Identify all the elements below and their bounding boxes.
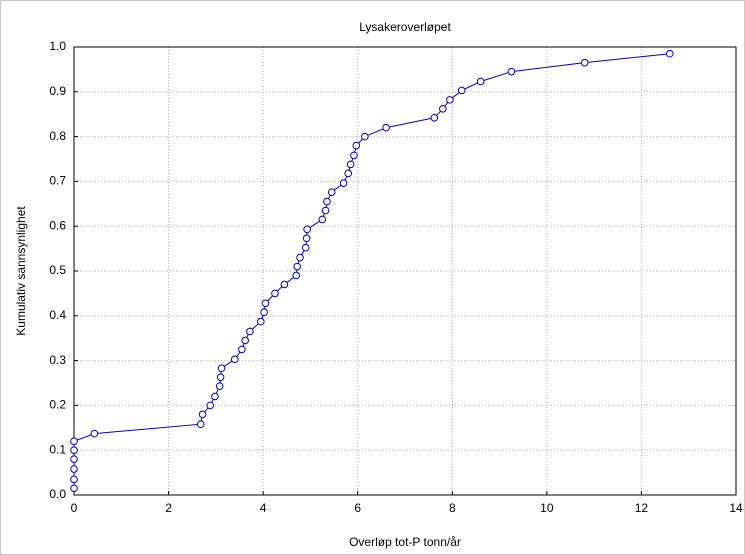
data-point [446,96,454,104]
data-point [321,206,330,215]
data-point [344,169,353,178]
data-point [323,197,331,206]
data-point [580,58,589,67]
data-point [361,132,369,141]
data-point [70,475,78,484]
data-point [230,355,239,364]
data-point [70,465,78,473]
data-point [241,336,249,345]
data-point [350,151,358,160]
data-point [70,437,78,446]
data-point [302,234,311,243]
data-point [507,67,516,76]
y-tick-label: 1.0 [49,39,66,53]
y-tick-label: 0.4 [49,308,66,322]
data-point [457,86,466,95]
data-point [666,49,674,58]
data-point [430,113,439,122]
x-tick-label: 4 [260,501,267,515]
data-point [260,308,268,317]
data-point [439,105,447,113]
data-point [303,225,311,234]
y-tick-label: 0.5 [49,263,66,277]
data-point [476,77,485,86]
data-point [352,141,361,150]
data-point [90,429,99,438]
data-point [246,327,254,336]
y-tick-label: 0.8 [49,129,66,143]
y-tick-label: 0.1 [49,442,66,456]
data-point [301,243,310,252]
data-point [216,373,225,381]
y-tick-label: 0.0 [49,487,66,501]
data-point [382,123,390,132]
x-tick-label: 8 [449,501,456,515]
x-tick-label: 14 [729,501,743,515]
data-point [296,253,304,262]
x-tick-label: 10 [540,501,554,515]
data-point [271,289,279,298]
data-point [346,160,355,169]
data-point [215,382,224,390]
x-tick-label: 2 [165,501,172,515]
x-tick-label: 6 [354,501,361,515]
data-point [217,364,226,373]
y-tick-label: 0.2 [49,398,66,412]
data-point [339,179,348,187]
data-point [198,410,207,419]
data-point [261,299,270,308]
data-point [238,345,246,354]
data-point [196,420,205,429]
data-point [70,446,78,455]
y-axis-label: Kumulativ sannsynlighet [14,206,28,336]
y-tick-label: 0.3 [49,353,66,367]
data-point [206,401,214,410]
data-point [292,271,301,280]
x-tick-label: 0 [71,501,78,515]
y-tick-label: 0.9 [49,84,66,98]
x-tick-label: 12 [635,501,649,515]
chart-title: Lysakeroverløpet [359,20,451,34]
data-point [293,262,301,271]
data-point [280,280,289,289]
y-tick-label: 0.6 [49,218,66,232]
data-point [318,215,327,224]
plot-frame [73,46,737,496]
data-point [70,484,78,493]
y-tick-label: 0.7 [49,174,66,188]
data-point [327,188,336,196]
x-axis-label: Overløp tot-P tonn/år [349,535,461,549]
data-point [70,455,78,463]
data-point [256,317,265,326]
data-point [211,392,219,401]
